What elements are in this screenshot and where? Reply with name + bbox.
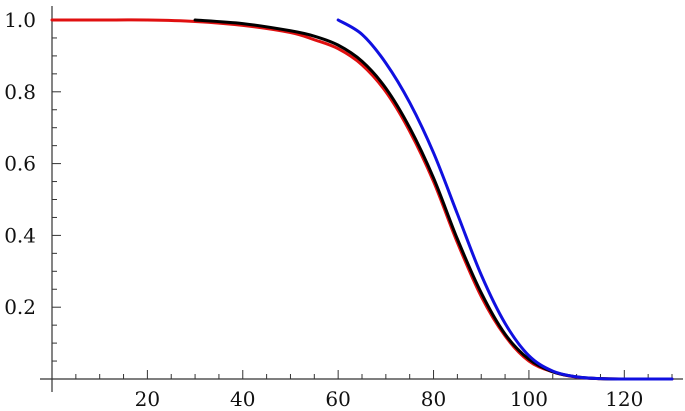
x-tick-label: 60 (325, 387, 350, 411)
x-tick-label: 120 (605, 387, 643, 411)
x-tick-label: 80 (421, 387, 446, 411)
y-tick-label: 0.8 (4, 80, 36, 104)
y-tick-label: 0.4 (4, 223, 36, 247)
x-tick-label: 100 (510, 387, 548, 411)
x-tick-label: 40 (230, 387, 255, 411)
tick-labels: 20 40 60 80 100 120 0.2 0.4 0.6 0.8 1.0 (4, 8, 643, 411)
series-layer (50, 18, 674, 381)
y-tick-label: 0.2 (4, 295, 36, 319)
y-tick-label: 1.0 (4, 8, 36, 32)
ticks (52, 19, 673, 379)
series-black-line (193, 18, 626, 381)
y-tick-label: 0.6 (4, 152, 36, 176)
series-blue-line (336, 18, 674, 381)
x-tick-label: 20 (135, 387, 160, 411)
series-red-line (50, 18, 674, 381)
